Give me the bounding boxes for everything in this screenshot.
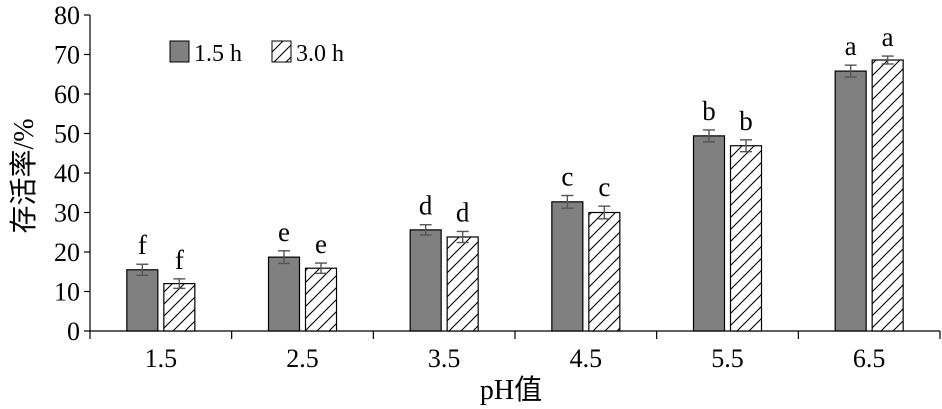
bar-1-5-5 [692,135,726,332]
significance-label: e [278,217,290,247]
significance-label: c [598,172,610,202]
y-tick-label: 50 [54,120,80,149]
x-axis-title: pH值 [480,374,542,406]
significance-label: f [138,230,147,260]
bar-2-2-5 [304,267,338,332]
significance-label: b [702,96,716,126]
bar-1-6-5 [834,70,867,332]
y-tick-label: 30 [54,199,80,228]
bar-1-4-5 [551,201,584,332]
significance-label: d [456,197,470,227]
x-tick-label: 1.5 [145,344,178,373]
significance-label: c [561,162,573,192]
significance-label: a [882,22,894,52]
significance-label: d [419,191,433,221]
bar-2-6-5 [871,59,904,332]
bar-2-5-5 [729,145,763,332]
plot-area: 0 10 20 30 40 50 60 70 80 1.5 2.5 3.5 4.5 5.5 6.5 f e d c b… [54,1,941,373]
legend-swatch-solid [169,40,190,63]
significance-label: a [845,31,857,61]
y-tick-label: 10 [54,278,80,307]
legend-label-series-1: 1.5 h [194,41,242,67]
bar-1-2-5 [267,256,301,332]
y-tick-label: 40 [54,159,80,188]
bar-1-1-5 [126,269,159,332]
y-tick-label: 60 [54,80,80,109]
legend-swatch-hatched [271,40,292,63]
y-tick-label: 70 [54,41,80,70]
y-tick-label: 80 [54,1,80,30]
bar-2-3-5 [446,236,479,332]
x-tick-label: 6.5 [853,344,886,373]
significance-label: f [175,245,184,275]
x-tick-label: 4.5 [570,344,603,373]
legend-label-series-2: 3.0 h [296,41,344,67]
y-axis-title: 存活率/% [8,118,40,233]
x-tick-label: 3.5 [428,344,461,373]
x-tick-label: 5.5 [711,344,744,373]
x-tick-label: 2.5 [286,344,319,373]
legend: 1.5 h 3.0 h [169,40,344,67]
significance-label: b [739,106,753,136]
y-tick-label: 0 [67,317,80,346]
significance-label: e [315,229,327,259]
bar-2-1-5 [163,283,196,332]
y-tick-label: 20 [54,238,80,267]
bar-1-3-5 [409,229,442,332]
bar-2-4-5 [588,211,621,332]
